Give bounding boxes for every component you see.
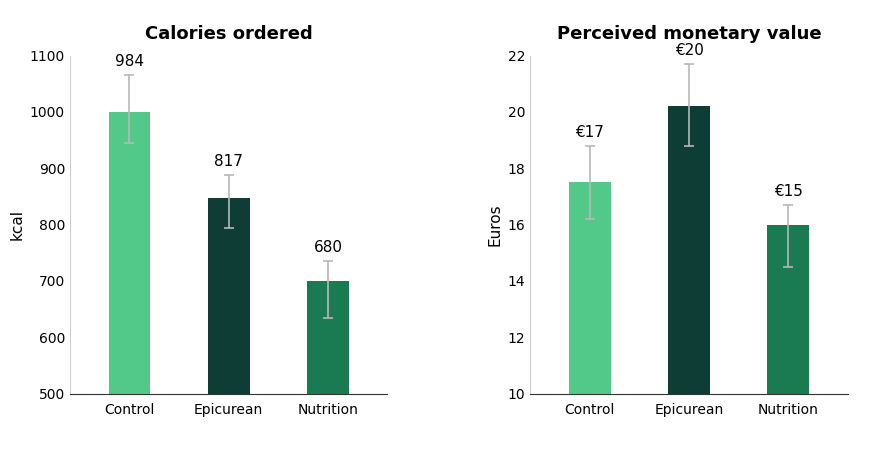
Y-axis label: Euros: Euros <box>487 203 503 246</box>
Bar <box>669 106 710 394</box>
Bar <box>208 198 249 394</box>
Text: 984: 984 <box>115 54 144 69</box>
Text: €17: €17 <box>575 125 604 140</box>
Bar <box>569 182 611 394</box>
Bar <box>307 281 349 394</box>
Bar <box>767 225 809 394</box>
Title: Perceived monetary value: Perceived monetary value <box>557 25 822 43</box>
Text: 680: 680 <box>314 240 343 255</box>
Text: €15: €15 <box>773 184 802 199</box>
Y-axis label: kcal: kcal <box>10 209 24 240</box>
Title: Calories ordered: Calories ordered <box>145 25 313 43</box>
Text: 817: 817 <box>214 154 243 169</box>
Bar <box>108 112 150 394</box>
Text: €20: €20 <box>675 43 704 58</box>
